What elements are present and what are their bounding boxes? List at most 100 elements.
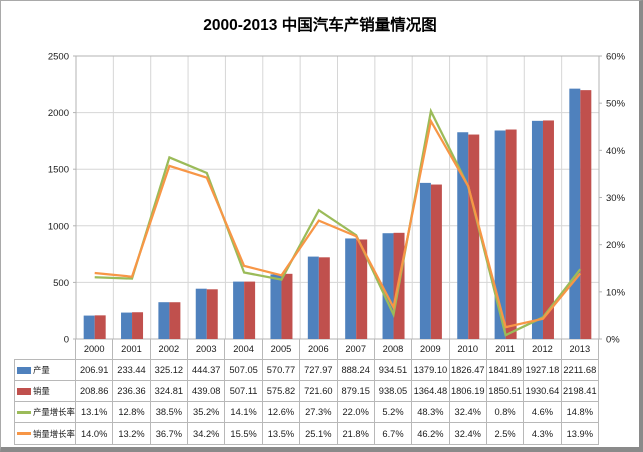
chart-data-table: 2000 2001 2002 2003 2004 2005 2006 2007 2008 2009…	[14, 339, 599, 446]
value-cell: 15.5%	[225, 423, 263, 445]
bar	[457, 132, 469, 339]
bar	[531, 120, 543, 339]
bar	[430, 184, 442, 339]
value-cell: 13.5%	[262, 423, 301, 445]
value-cell: 1379.10	[412, 360, 450, 381]
year-cell: 2009	[412, 339, 450, 360]
bar	[270, 274, 282, 339]
bar	[121, 312, 133, 339]
value-cell: 888.24	[337, 360, 375, 381]
value-cell: 1364.48	[412, 381, 450, 402]
value-cell: 236.36	[113, 381, 151, 402]
bar	[206, 289, 218, 339]
legend-bar-swatch-icon	[17, 366, 31, 374]
left-axis-label: 2500	[48, 52, 69, 63]
value-cell: 27.3%	[300, 402, 338, 423]
value-cell: 13.1%	[76, 402, 114, 423]
value-cell: 2211.68	[561, 360, 599, 381]
vertical-gridlines	[75, 56, 600, 339]
year-cell: 2003	[188, 339, 226, 360]
legend-label: 产量增长率	[33, 407, 75, 417]
bar	[233, 281, 245, 339]
value-cell: 721.60	[300, 381, 338, 402]
value-cell: 1841.89	[486, 360, 525, 381]
bar	[542, 120, 554, 339]
table-corner-cell	[14, 339, 76, 360]
bar	[569, 88, 581, 340]
bar	[132, 312, 144, 339]
bar-series-产量	[83, 88, 581, 340]
right-axis-label: 40%	[606, 146, 626, 157]
value-cell: 1826.47	[449, 360, 487, 381]
left-axis-label: 2000	[48, 108, 69, 119]
bar-series-销量	[94, 90, 592, 339]
legend-line-swatch-icon	[17, 432, 31, 435]
value-cell: 879.15	[337, 381, 375, 402]
year-cell: 2000	[76, 339, 114, 360]
value-cell: 22.0%	[337, 402, 375, 423]
chart-title: 2000-2013 中国汽车产销量情况图	[203, 17, 437, 34]
value-cell: 444.37	[188, 360, 226, 381]
value-cell: 14.0%	[76, 423, 114, 445]
left-axis-label: 1000	[48, 221, 69, 232]
value-cell: 325.12	[150, 360, 189, 381]
bar	[244, 281, 256, 339]
bar	[356, 239, 368, 339]
bar	[318, 257, 330, 339]
bar	[281, 273, 293, 339]
bar	[419, 182, 431, 339]
year-cell: 2001	[113, 339, 151, 360]
value-cell: 2.5%	[486, 423, 525, 445]
value-cell: 0.8%	[486, 402, 525, 423]
legend-bar-swatch-icon	[17, 387, 31, 395]
year-cell: 2011	[486, 339, 525, 360]
bar	[505, 129, 517, 339]
value-cell: 6.7%	[374, 423, 413, 445]
left-axis-label: 1500	[48, 165, 69, 176]
legend-label: 销量增长率	[33, 428, 75, 439]
legend-cell-产量增长率: 产量增长率	[14, 402, 76, 423]
legend-label: 产量	[33, 365, 50, 375]
legend-line-swatch-icon	[17, 410, 31, 414]
value-cell: 206.91	[76, 360, 114, 381]
value-cell: 14.8%	[561, 402, 599, 423]
right-axis-label: 0%	[606, 335, 620, 346]
value-cell: 727.97	[300, 360, 338, 381]
bar	[169, 302, 181, 339]
bar	[307, 256, 319, 339]
value-cell: 36.7%	[150, 423, 189, 445]
value-cell: 4.6%	[524, 402, 562, 423]
year-cell: 2013	[561, 339, 599, 360]
value-cell: 32.4%	[449, 402, 487, 423]
value-cell: 938.05	[374, 381, 413, 402]
value-cell: 575.82	[262, 381, 301, 402]
value-cell: 507.11	[225, 381, 263, 402]
year-cell: 2002	[150, 339, 189, 360]
value-cell: 13.2%	[113, 423, 151, 445]
year-cell: 2007	[337, 339, 375, 360]
left-axis-label: 0	[64, 335, 69, 346]
bar	[345, 238, 357, 339]
value-cell: 2198.41	[561, 381, 599, 402]
value-cell: 38.5%	[150, 402, 189, 423]
value-cell: 570.77	[262, 360, 301, 381]
value-cell: 13.9%	[561, 423, 599, 445]
value-cell: 934.51	[374, 360, 413, 381]
value-cell: 324.81	[150, 381, 189, 402]
line-series-产量增长率	[94, 107, 582, 337]
value-cell: 32.4%	[449, 423, 487, 445]
year-cell: 2005	[262, 339, 301, 360]
year-cell: 2010	[449, 339, 487, 360]
value-cell: 25.1%	[300, 423, 338, 445]
right-axis-label: 60%	[606, 52, 626, 63]
value-cell: 12.6%	[262, 402, 301, 423]
year-cell: 2008	[374, 339, 413, 360]
legend-cell-产量: 产量	[14, 360, 76, 381]
axis-labels: 0 500 1000 1500 2000 2500 0% 10% 20% 30% 40% 50% 60%	[48, 52, 626, 346]
bar	[158, 302, 170, 339]
chart-plot-area: 0 500 1000 1500 2000 2500 0% 10% 20% 30% 40% 50% 60%	[48, 52, 626, 346]
value-cell: 14.1%	[225, 402, 263, 423]
value-cell: 208.86	[76, 381, 114, 402]
value-cell: 48.3%	[412, 402, 450, 423]
